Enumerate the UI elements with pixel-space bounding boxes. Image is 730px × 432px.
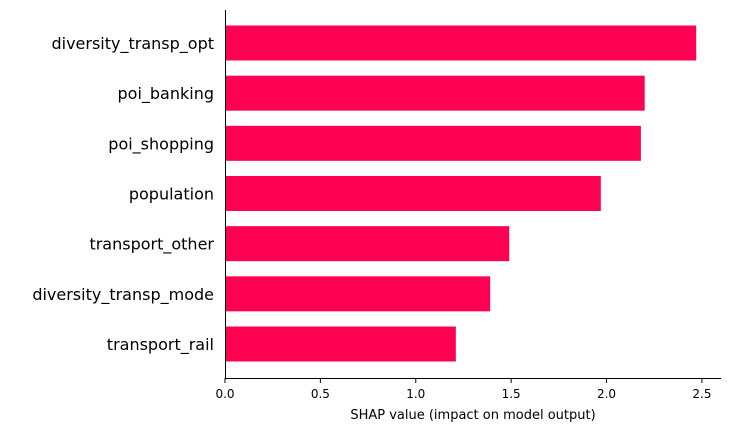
x-tick-label: 2.5 xyxy=(692,387,711,401)
x-tick-label: 0.0 xyxy=(215,387,234,401)
x-ticks: 0.0 0.5 1.0 1.5 2.0 2.5 xyxy=(215,378,711,401)
y-tick-label: population xyxy=(129,185,214,204)
y-tick-label: poi_shopping xyxy=(108,134,214,154)
bar-population xyxy=(225,176,601,211)
bar-diversity_transp_mode xyxy=(225,276,491,312)
bar-poi_shopping xyxy=(225,125,641,161)
x-tick-label: 0.5 xyxy=(311,387,330,401)
bar-diversity_transp_opt xyxy=(225,25,697,61)
y-tick-label: diversity_transp_opt xyxy=(51,34,214,54)
bar-poi_banking xyxy=(225,75,645,111)
x-tick-label: 1.0 xyxy=(406,387,425,401)
y-tick-label: diversity_transp_mode xyxy=(32,285,214,305)
y-tick-label: poi_banking xyxy=(118,84,215,104)
bars-group xyxy=(225,25,697,362)
bar-transport_rail xyxy=(225,326,456,362)
y-tick-labels: diversity_transp_opt poi_banking poi_shopp… xyxy=(32,34,214,355)
bar-transport_other xyxy=(225,226,510,262)
x-tick-label: 2.0 xyxy=(597,387,616,401)
y-tick-label: transport_other xyxy=(89,235,214,255)
x-axis-label: SHAP value (impact on model output) xyxy=(350,408,595,423)
x-tick-label: 1.5 xyxy=(502,387,521,401)
y-tick-label: transport_rail xyxy=(107,335,214,355)
